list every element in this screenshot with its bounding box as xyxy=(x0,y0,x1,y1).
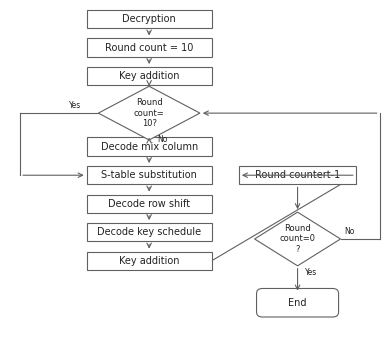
Text: Round count = 10: Round count = 10 xyxy=(105,43,193,53)
FancyBboxPatch shape xyxy=(239,166,356,184)
FancyBboxPatch shape xyxy=(87,166,212,184)
Text: Yes: Yes xyxy=(69,101,81,110)
Text: Round
count=0
?: Round count=0 ? xyxy=(279,224,316,254)
Polygon shape xyxy=(98,86,200,140)
Text: Round countert-1: Round countert-1 xyxy=(255,170,340,180)
FancyBboxPatch shape xyxy=(87,67,212,86)
FancyBboxPatch shape xyxy=(256,288,339,317)
Text: Round
count=
10?: Round count= 10? xyxy=(134,98,165,128)
Text: Decode row shift: Decode row shift xyxy=(108,199,190,209)
FancyBboxPatch shape xyxy=(87,10,212,28)
Polygon shape xyxy=(254,212,341,266)
Text: Decryption: Decryption xyxy=(122,14,176,24)
Text: Decode mix column: Decode mix column xyxy=(100,142,198,152)
Text: Decode key schedule: Decode key schedule xyxy=(97,227,201,237)
FancyBboxPatch shape xyxy=(87,137,212,156)
FancyBboxPatch shape xyxy=(87,38,212,57)
Text: S-table substitution: S-table substitution xyxy=(101,170,197,180)
Text: Key addition: Key addition xyxy=(119,256,180,266)
FancyBboxPatch shape xyxy=(87,194,212,213)
FancyBboxPatch shape xyxy=(87,223,212,242)
Text: Yes: Yes xyxy=(305,268,318,276)
Text: No: No xyxy=(157,135,167,144)
Text: No: No xyxy=(345,226,355,236)
Text: End: End xyxy=(288,298,307,308)
Text: Key addition: Key addition xyxy=(119,71,180,81)
FancyBboxPatch shape xyxy=(87,251,212,270)
